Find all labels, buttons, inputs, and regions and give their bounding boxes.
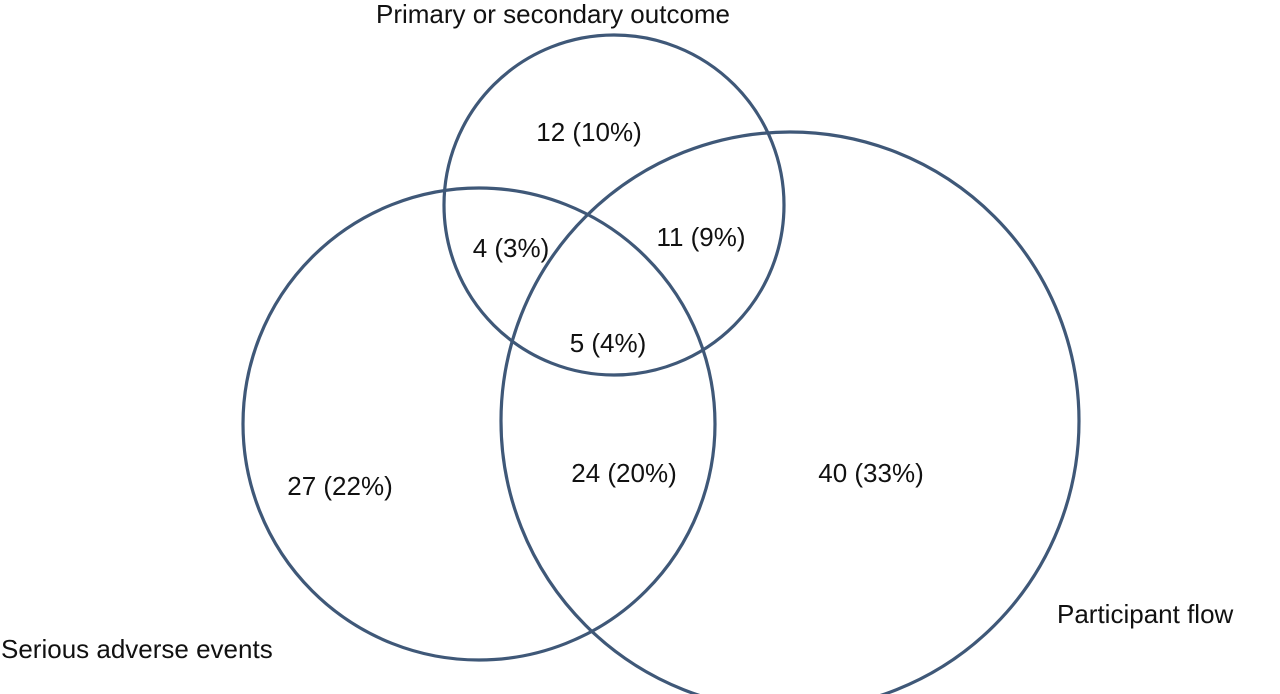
region-primary-flow: 11 (9%) (656, 222, 745, 252)
region-primary-only: 12 (10%) (536, 117, 642, 147)
circle-serious-adverse-events (241, 186, 717, 662)
set-label-serious-adverse-events: Serious adverse events (1, 634, 273, 664)
circle-primary-secondary-outcome (442, 33, 786, 377)
set-label-participant-flow: Participant flow (1057, 599, 1234, 629)
region-primary-adverse: 4 (3%) (473, 233, 550, 263)
region-flow-only: 40 (33%) (818, 458, 924, 488)
region-adverse-flow: 24 (20%) (571, 458, 677, 488)
circle-participant-flow (499, 130, 1081, 694)
region-adverse-only: 27 (22%) (287, 471, 393, 501)
set-label-primary-secondary-outcome: Primary or secondary outcome (376, 0, 730, 29)
region-all-three: 5 (4%) (570, 328, 647, 358)
